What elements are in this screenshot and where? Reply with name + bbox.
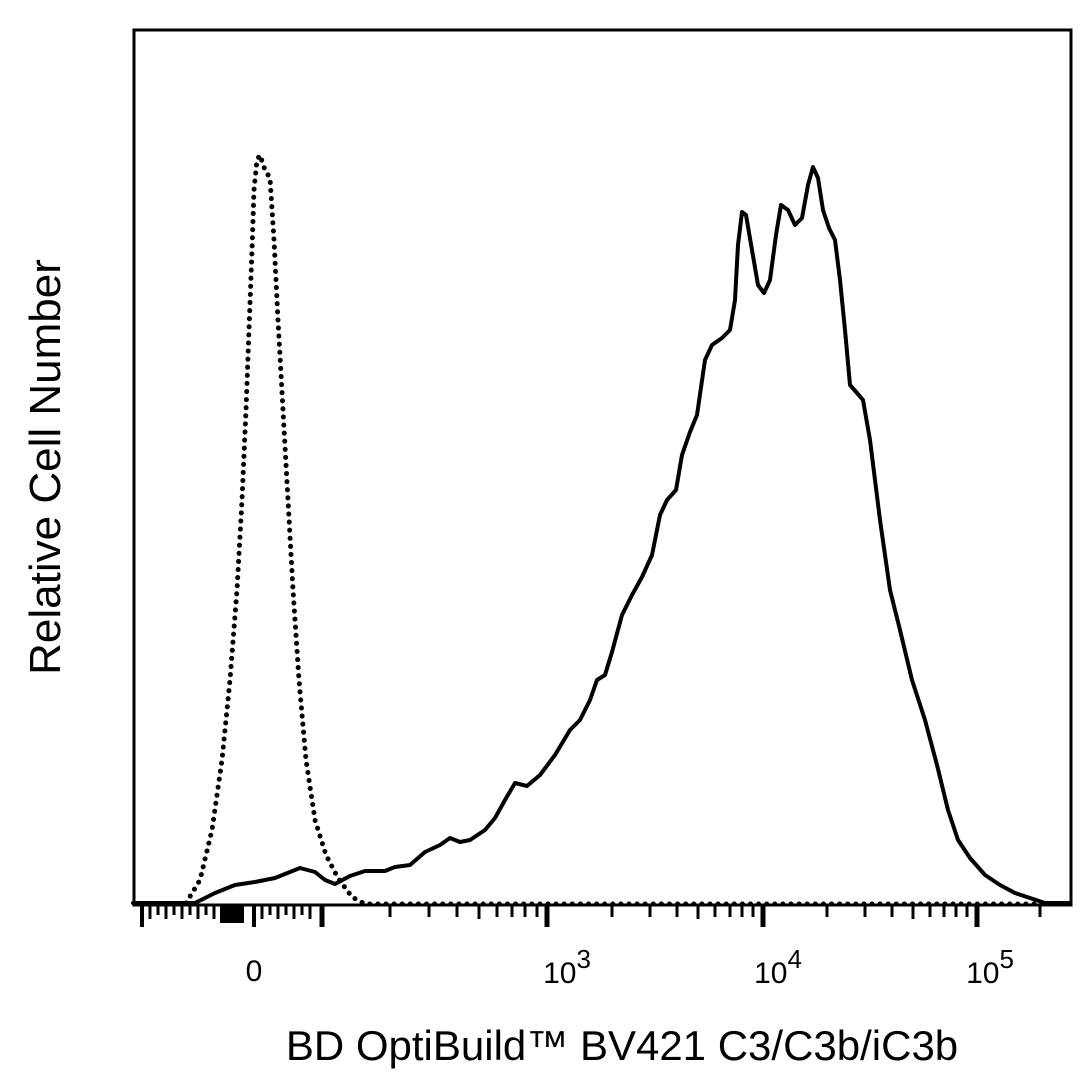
x-tick-label: 0	[245, 955, 263, 988]
y-axis-label: Relative Cell Number	[21, 259, 70, 675]
x-tick-label: 104	[754, 944, 802, 990]
isotype-control-curve	[183, 149, 1073, 907]
x-axis-label: BD OptiBuild™ BV421 C3/C3b/iC3b	[285, 1022, 959, 1069]
x-tick-label: 103	[543, 944, 591, 990]
x-axis-ticks	[140, 905, 1042, 927]
plot-frame	[132, 28, 1073, 907]
stained-sample-curve	[131, 165, 1072, 905]
x-tick-label: 105	[966, 944, 1014, 990]
